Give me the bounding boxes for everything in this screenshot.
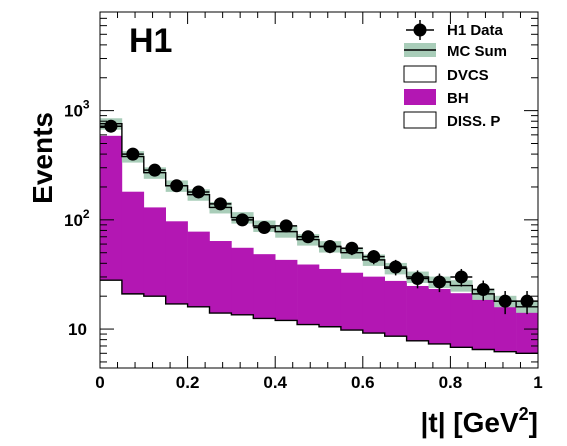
bh-bar [472, 296, 495, 350]
legend-item-dvcs: DVCS [403, 65, 489, 84]
legend: H1 Data MC Sum DVCS BH DISS. P [403, 20, 507, 130]
bh-bar [516, 302, 539, 354]
legend-label-mc: MC Sum [447, 43, 507, 60]
legend-label-bh: BH [447, 90, 469, 107]
bh-bar [231, 247, 254, 315]
data-point [428, 273, 451, 293]
legend-item-bh: BH [404, 89, 469, 107]
x-axis-title-close: ] [529, 407, 538, 438]
data-point [121, 147, 144, 161]
bh-bar [100, 135, 123, 281]
data-point [319, 240, 341, 254]
h1-data-points [100, 119, 538, 315]
x-tick-label: 0.6 [351, 373, 375, 392]
bh-bar [340, 272, 364, 331]
bh-bar [450, 293, 473, 348]
y-tick-label: 10 [68, 320, 87, 339]
data-point [450, 268, 473, 287]
dvcs-step-line [100, 279, 538, 354]
plot-frame [99, 11, 539, 369]
bh-bar [297, 264, 320, 325]
legend-item-diss: DISS. P [403, 111, 500, 130]
bh-bar [384, 280, 407, 337]
data-point [209, 197, 232, 211]
x-axis-ticks: 0 0.2 0.4 0.6 0.8 1 [95, 12, 543, 392]
bh-bar [165, 221, 188, 304]
data-point [297, 230, 319, 244]
bh-bar [143, 207, 166, 297]
y-axis-ticks: 10 102 103 [64, 11, 538, 363]
data-point [472, 280, 495, 301]
x-tick-label: 0 [95, 373, 104, 392]
bh-bar [121, 191, 145, 294]
x-axis-title-superscript: 2 [519, 404, 529, 424]
bh-bar [319, 268, 342, 327]
data-point [187, 185, 210, 199]
y-tick-label: 102 [64, 207, 90, 230]
h1-tag: H1 [129, 22, 172, 60]
legend-label-dvcs: DVCS [447, 67, 489, 84]
x-tick-label: 1 [533, 373, 542, 392]
dvcs-histogram [100, 279, 538, 354]
data-point [143, 163, 166, 177]
data-point [100, 119, 122, 133]
data-point [231, 213, 254, 227]
bh-histogram [100, 135, 539, 354]
legend-label-diss: DISS. P [447, 113, 500, 130]
bh-bar [253, 254, 276, 319]
bh-bar [209, 241, 232, 314]
data-point [253, 221, 276, 235]
data-point [165, 179, 188, 193]
bh-bar [187, 231, 210, 307]
bh-bar [428, 288, 451, 344]
y-tick-label: 103 [64, 98, 90, 121]
y-axis-title: Events [27, 112, 58, 204]
bh-bar [362, 276, 385, 334]
x-tick-label: 0.8 [439, 373, 463, 392]
x-axis-title-main: |t| [GeV [421, 407, 519, 438]
data-point [275, 219, 298, 233]
legend-label-data: H1 Data [447, 22, 504, 39]
data-point [516, 291, 538, 315]
x-tick-label: 0.4 [263, 373, 287, 392]
bh-bar [406, 285, 429, 341]
legend-item-mc: MC Sum [404, 43, 507, 60]
bh-bar [494, 299, 517, 352]
data-point [406, 270, 429, 289]
legend-item-data: H1 Data [406, 20, 504, 40]
bh-bar [275, 259, 298, 321]
x-axis-title: |t| [GeV2] [421, 404, 538, 438]
data-point [384, 259, 407, 276]
data-point [494, 291, 517, 315]
x-tick-label: 0.2 [176, 373, 200, 392]
data-point [362, 250, 385, 265]
data-point [340, 241, 363, 256]
